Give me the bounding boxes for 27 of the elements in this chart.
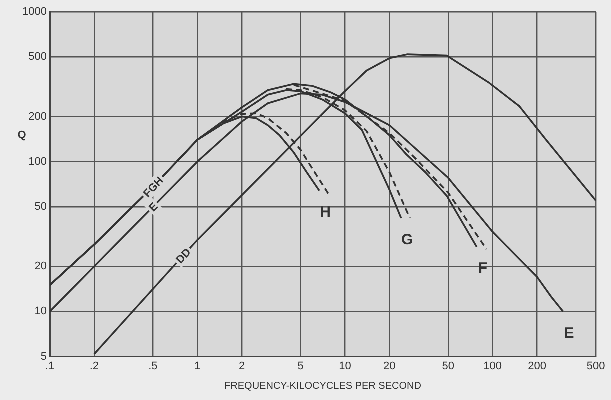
annotation: E <box>147 200 161 215</box>
annotation: DD <box>174 246 194 266</box>
x-tick-label: 20 <box>384 360 396 372</box>
x-tick-label: 50 <box>442 360 455 372</box>
y-tick-label: 10 <box>34 306 47 318</box>
x-axis-title: FREQUENCY-KILOCYCLES PER SECOND <box>224 380 422 392</box>
x-tick-label: 5 <box>298 360 304 372</box>
annotation: E <box>564 324 574 342</box>
y-tick-label: 5 <box>40 350 47 363</box>
x-tick-label: 500 <box>586 360 606 372</box>
x-tick-label: 10 <box>339 360 352 372</box>
x-tick-label: .1 <box>45 360 55 372</box>
y-tick-label: 200 <box>28 110 47 123</box>
y-axis-title: Q <box>18 129 27 142</box>
y-tick-label: 1000 <box>22 6 47 18</box>
y-tick-label: 50 <box>34 200 47 213</box>
y-tick-label: 20 <box>34 260 47 273</box>
x-tick-label: 100 <box>484 360 502 372</box>
y-tick-label: 500 <box>28 51 47 64</box>
x-tick-label: 1 <box>194 360 201 372</box>
x-tick-label: 2 <box>238 360 246 372</box>
y-tick-label: 100 <box>28 156 47 168</box>
x-tick-label: 200 <box>528 360 546 372</box>
x-tick-label: .2 <box>90 360 100 372</box>
annotation: G <box>402 231 414 248</box>
x-tick-label: .5 <box>148 360 158 372</box>
annotation: H <box>320 204 331 222</box>
